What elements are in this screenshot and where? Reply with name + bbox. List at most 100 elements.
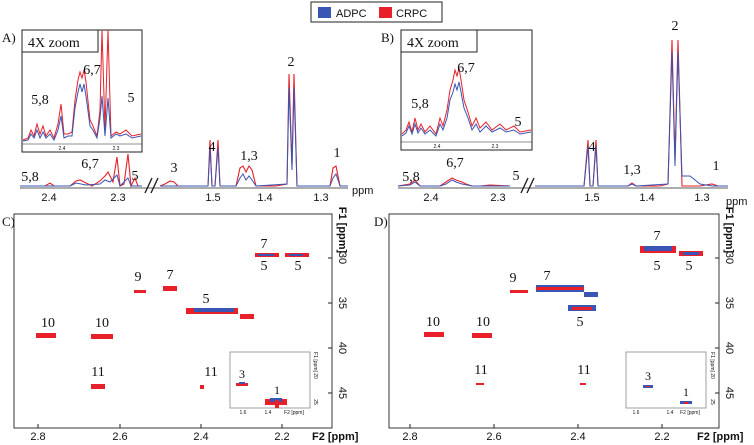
- inset-title: 4X zoom: [28, 36, 80, 51]
- peak-label: 11: [91, 365, 104, 380]
- cross-peak: [134, 290, 146, 293]
- panel-b: B) 2.4 2.3 1.5 1.4 1.3 ppm 5,8 6,7 5 4 1…: [381, 19, 747, 208]
- peak-label: 10: [95, 316, 109, 331]
- peak-label: 11: [474, 363, 487, 378]
- inset-peak-label: 1: [274, 383, 280, 397]
- tick-label: 2.6: [112, 431, 127, 443]
- tick-label: 2.8: [402, 431, 417, 443]
- inset-axis-label: F1 [ppm]: [312, 352, 318, 372]
- tick-label: 2.4: [41, 192, 56, 204]
- tick-label: 1.4: [257, 192, 272, 204]
- x-axis: 2.8 2.6 2.4 2.2 F2 [ppm]: [30, 424, 359, 443]
- cross-peak: [572, 307, 592, 310]
- peak-label: 5: [654, 259, 661, 274]
- cross-peak: [684, 402, 688, 404]
- inset-peak-label: 5: [128, 91, 135, 106]
- cross-peak: [424, 332, 444, 337]
- cross-peaks: [424, 246, 703, 385]
- cross-peak: [584, 292, 598, 297]
- inset-trace-crpc: [401, 67, 532, 136]
- peak-label: 5: [203, 292, 210, 307]
- peak-label: 2: [672, 19, 679, 34]
- tick-label: 2.3: [490, 192, 505, 204]
- inset-axis-label: F2 [ppm]: [284, 410, 304, 416]
- peak-label: 10: [41, 316, 55, 331]
- tick-label: 35: [336, 297, 348, 309]
- panel-label: B): [381, 30, 394, 45]
- y-axis-label: F1 [ppm]: [723, 207, 735, 254]
- inset-peak-label: 5,8: [31, 93, 49, 108]
- cross-peak: [580, 383, 586, 385]
- hsqc-plot-frame: [388, 213, 720, 429]
- tick-label: 2.4: [193, 431, 208, 443]
- peak-label: 7: [167, 268, 174, 283]
- hsqc-plot-frame: [13, 213, 333, 429]
- cross-peak: [683, 252, 699, 255]
- peak-label: 2: [288, 55, 295, 70]
- cross-peak: [476, 383, 484, 385]
- tick-label: 35: [723, 297, 735, 309]
- axis-break: [526, 177, 535, 194]
- inset-axis-label: F2 [ppm]: [680, 410, 700, 416]
- peak-label: 1,3: [623, 163, 641, 178]
- panel-label: C): [2, 214, 15, 229]
- legend-swatch-adpc: [318, 7, 331, 18]
- peak-label: 6,7: [81, 157, 99, 172]
- axis-unit: ppm: [726, 196, 747, 208]
- cross-peak: [472, 333, 492, 338]
- peak-label: 5: [686, 259, 693, 274]
- peak-label: 5: [132, 169, 139, 184]
- panel-label: D): [374, 214, 388, 229]
- cross-peak: [258, 254, 274, 256]
- inset-peak-label: 6,7: [83, 63, 101, 78]
- peak-label: 5,8: [21, 170, 39, 185]
- inset-tick-label: 2.3: [113, 146, 120, 152]
- cross-peak: [289, 254, 303, 256]
- cross-peak: [91, 334, 113, 339]
- axis-unit: ppm: [352, 185, 373, 197]
- peak-label: 6,7: [446, 156, 464, 171]
- panel-c: C) 2.8 2.6 2.4 2.2 F2 [ppm] 30 35 40 45 …: [2, 207, 359, 443]
- y-axis: 30 35 40 45 F1 [ppm]: [715, 207, 735, 399]
- cross-peak: [163, 286, 177, 291]
- legend-label-crpc: CRPC: [396, 8, 427, 20]
- tick-label: 1.5: [205, 192, 220, 204]
- peak-label: 1,3: [240, 149, 258, 164]
- tick-label: 30: [723, 252, 735, 264]
- inset-peak-label: 3: [645, 369, 651, 383]
- spectrum-trace-adpc: [397, 51, 728, 187]
- peak-label: 11: [204, 365, 217, 380]
- inset-tick-label: 2.4: [59, 146, 66, 152]
- tick-label: 45: [723, 387, 735, 399]
- peak-label: 7: [654, 229, 661, 244]
- cross-peak: [200, 385, 204, 389]
- inset-peak-label: 5,8: [411, 97, 429, 112]
- spectrum-trace-adpc: [20, 87, 348, 187]
- peak-label: 5: [295, 259, 302, 274]
- tick-label: 1.3: [313, 192, 328, 204]
- peak-label: 10: [426, 315, 440, 330]
- inset-tick-label: 1.4: [265, 410, 272, 416]
- legend: ADPC CRPC: [310, 1, 443, 23]
- cross-peak: [194, 308, 234, 312]
- inset-peak-label: 1: [683, 385, 689, 399]
- tick-label: 40: [336, 342, 348, 354]
- inset-title: 4X zoom: [407, 36, 459, 51]
- peak-label: 3: [171, 161, 178, 176]
- inset-axis-label: F1 [ppm]: [709, 352, 715, 372]
- panel-d: D) 2.8 2.6 2.4 2.2 F2 [ppm] 30 35 40 45 …: [374, 207, 744, 443]
- tick-label: 2.4: [570, 431, 585, 443]
- inset-peak-label: 6,7: [457, 61, 475, 76]
- inset-trace-adpc: [401, 81, 532, 137]
- legend-swatch-crpc: [379, 7, 392, 18]
- tick-label: 40: [723, 342, 735, 354]
- cross-peak: [644, 246, 672, 251]
- peak-label: 7: [544, 269, 551, 284]
- peak-label: 5: [261, 259, 268, 274]
- x-axis: 2.8 2.6 2.4 2.2 F2 [ppm]: [402, 424, 744, 443]
- y-axis-label: F1 [ppm]: [336, 207, 348, 254]
- axis-break: [150, 177, 159, 194]
- tick-label: 2.8: [30, 431, 45, 443]
- inset-tick-label: 25: [312, 399, 318, 405]
- hsqc-inset: 3 1 1.6 1.4 F2 [ppm] 20 25 F1 [ppm]: [229, 351, 318, 416]
